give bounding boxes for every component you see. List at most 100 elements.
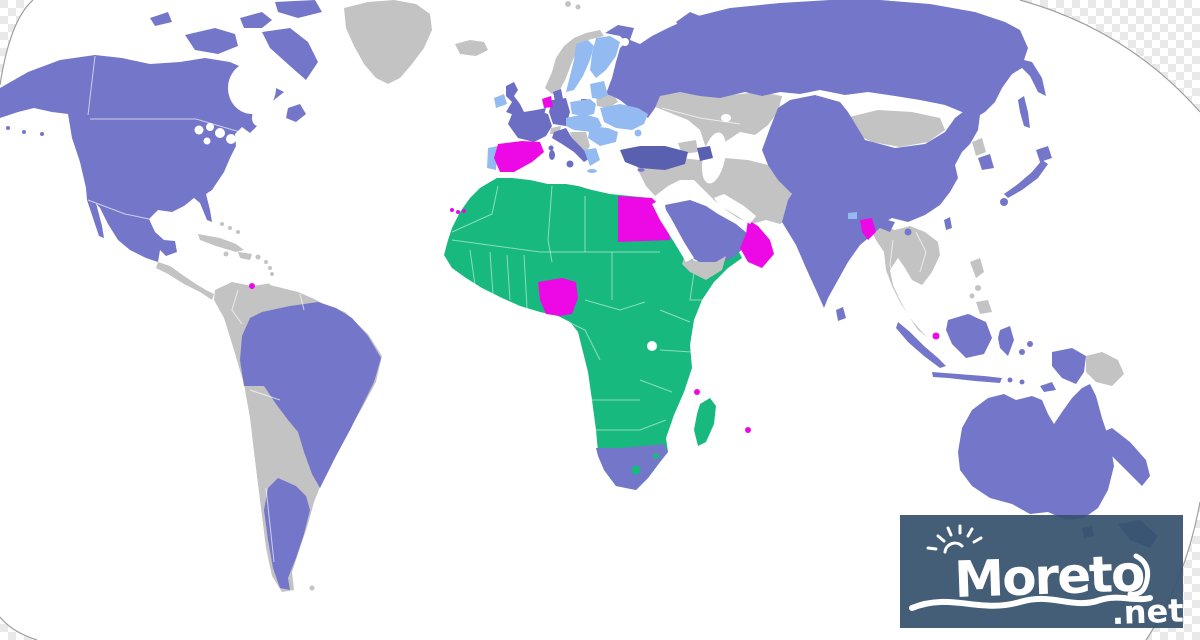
aleutians-3	[40, 132, 44, 136]
island-novaya-zemlya	[676, 12, 700, 30]
island-comoros	[694, 389, 700, 395]
africa-borders	[451, 185, 702, 431]
country-norway	[545, 30, 604, 94]
island-cyprus	[637, 168, 645, 172]
region-central-asia	[630, 92, 782, 152]
africa	[444, 178, 742, 490]
country-ireland	[494, 94, 507, 108]
country-spain	[494, 141, 544, 172]
island-curacao	[249, 283, 255, 289]
island-jamaica	[223, 251, 229, 257]
island-sicily	[566, 160, 574, 168]
canary-3	[462, 209, 466, 213]
island-banks	[150, 12, 172, 26]
region-romania-bulgaria	[588, 126, 618, 146]
aleutians-1	[6, 126, 10, 130]
aleutians-2	[22, 130, 26, 134]
new-zealand-north	[1098, 428, 1150, 486]
country-greece	[584, 148, 600, 166]
bahamas-3	[236, 230, 240, 234]
country-yemen	[682, 256, 726, 280]
watermark-logo: Moreto .net	[900, 515, 1184, 632]
country-australia	[958, 384, 1114, 520]
region-middle-east	[636, 156, 800, 224]
country-south-korea	[978, 154, 994, 170]
philippines-visayas-1	[975, 285, 981, 291]
island-puerto-rico	[255, 254, 261, 260]
hudson-bay	[228, 62, 276, 114]
island-hispaniola	[238, 252, 252, 260]
country-madagascar	[694, 398, 716, 446]
border-peru-bolivia	[249, 389, 281, 401]
border-thailand-myanmar	[889, 239, 897, 287]
country-oman	[740, 220, 774, 268]
japan-kyushu	[1000, 198, 1008, 206]
corner-bottom-left	[0, 617, 37, 640]
indonesia-sulawesi	[998, 326, 1014, 356]
country-poland	[570, 99, 596, 116]
island-timor	[1040, 382, 1056, 392]
philippines-visayas-2	[969, 293, 975, 299]
black-sea	[620, 130, 676, 150]
border-vietnam-laos	[915, 231, 927, 273]
japan-hokkaido	[1036, 146, 1052, 162]
james-bay	[252, 110, 264, 126]
lesser-antilles-1	[264, 260, 268, 264]
corner-bottom-right	[1146, 502, 1200, 640]
country-italy	[552, 128, 590, 162]
great-lake-3	[215, 128, 225, 138]
region-north-america	[0, 55, 284, 262]
border-guyanas	[299, 293, 305, 311]
country-papua-new-guinea	[1086, 352, 1124, 386]
country-borders	[87, 55, 927, 563]
balearic-2	[534, 154, 538, 158]
country-russia	[605, 0, 1046, 118]
border-chile-argentina	[265, 487, 275, 563]
island-mauritius	[745, 427, 751, 433]
lesser-sunda-2	[1019, 379, 1025, 385]
border-venezuela-colombia	[231, 289, 243, 325]
purple-countries	[0, 0, 1158, 590]
logo-o-swirl	[1127, 553, 1151, 597]
region-caucasus	[678, 140, 698, 154]
country-brazil	[240, 302, 381, 488]
country-mongolia	[845, 110, 945, 147]
moluccas-2	[1027, 341, 1033, 347]
lake-victoria	[647, 341, 657, 351]
indonesia-west-papua	[1052, 348, 1086, 384]
country-cuba	[198, 234, 244, 252]
country-nigeria	[538, 278, 578, 316]
persian-gulf	[714, 194, 756, 224]
border-central-asia-1	[661, 107, 741, 125]
country-greenland	[344, 0, 432, 84]
island-victoria	[185, 28, 238, 54]
country-eswatini	[653, 453, 659, 459]
country-sweden	[566, 40, 594, 92]
logo-tld: .net	[1111, 592, 1184, 632]
country-portugal	[487, 146, 498, 170]
corner-top-left	[0, 0, 33, 85]
logo-background	[900, 515, 1183, 628]
island-taiwan	[944, 217, 952, 230]
country-germany	[549, 98, 570, 126]
canary-1	[450, 208, 454, 212]
country-bangladesh	[860, 218, 876, 240]
lesser-antilles-2	[268, 266, 272, 270]
island-parry	[240, 12, 272, 28]
country-uk	[506, 82, 524, 115]
corner-top-right	[1020, 0, 1200, 112]
indonesia-sumatra	[896, 322, 946, 368]
overlays	[194, 38, 756, 490]
country-philippines-mindanao	[976, 300, 992, 314]
continent-africa	[444, 178, 742, 490]
region-indochina	[872, 226, 940, 342]
country-philippines-luzon	[970, 258, 984, 278]
bahamas	[220, 222, 224, 226]
country-france	[508, 110, 552, 142]
light-blue-countries	[487, 36, 857, 219]
indonesia-borneo	[946, 314, 992, 358]
island-newfoundland	[286, 104, 306, 122]
border-us-canada	[90, 118, 241, 133]
country-netherlands	[542, 96, 553, 108]
